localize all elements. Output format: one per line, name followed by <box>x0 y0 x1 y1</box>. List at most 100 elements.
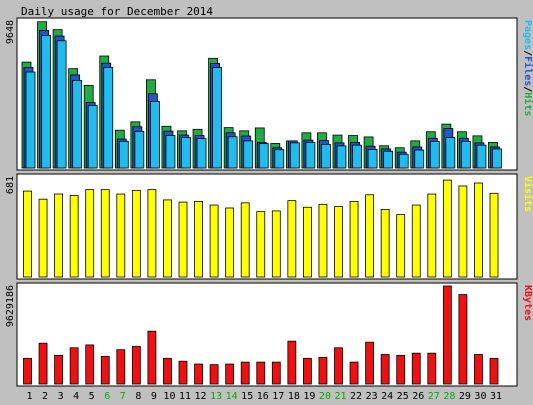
side-legend-part: KBytes <box>522 285 533 321</box>
side-legend-hits_files_pages: Pages/Files/Hits <box>522 20 533 116</box>
side-legend-part: Hits <box>522 92 533 116</box>
bar-kbytes-day-3 <box>54 355 63 385</box>
bar-pages-day-29 <box>460 140 471 169</box>
bar-visits-day-23 <box>365 194 375 278</box>
bar-pages-day-8 <box>134 131 145 169</box>
bar-visits-day-15 <box>240 202 250 278</box>
x-tick-label-day-27: 27 <box>428 391 440 402</box>
bar-kbytes-day-29 <box>458 294 468 385</box>
bar-kbytes-day-4 <box>69 347 79 385</box>
bar-kbytes-day-17 <box>271 361 281 385</box>
bar-pages-day-7 <box>118 140 129 169</box>
bar-pages-day-1 <box>25 71 36 169</box>
x-tick-label-day-14: 14 <box>226 391 238 402</box>
bar-kbytes-day-8 <box>131 345 141 385</box>
bar-visits-day-26 <box>411 204 421 278</box>
bar-kbytes-day-28 <box>442 285 452 385</box>
x-tick-label-day-19: 19 <box>303 391 315 402</box>
bar-pages-day-31 <box>492 148 502 169</box>
bar-pages-day-15 <box>243 140 254 169</box>
x-tick-label-day-22: 22 <box>350 391 362 402</box>
bar-pages-day-10 <box>165 135 176 169</box>
x-tick-label-day-25: 25 <box>397 391 409 402</box>
bar-visits-day-7 <box>116 193 126 278</box>
bar-visits-day-27 <box>427 193 437 278</box>
x-tick-label-day-10: 10 <box>163 391 175 402</box>
bar-pages-day-30 <box>476 144 487 169</box>
x-tick-label-day-23: 23 <box>366 391 378 402</box>
x-tick-label-day-30: 30 <box>474 391 486 402</box>
bar-kbytes-day-22 <box>349 361 359 385</box>
bar-visits-day-6 <box>100 189 110 278</box>
x-tick-label-day-4: 4 <box>73 391 79 402</box>
bar-kbytes-day-21 <box>334 347 343 385</box>
x-tick-label-day-31: 31 <box>490 391 502 402</box>
bar-pages-day-22 <box>352 144 362 169</box>
bar-visits-day-30 <box>474 182 483 278</box>
bar-pages-day-9 <box>149 101 160 169</box>
x-tick-label-day-28: 28 <box>443 391 455 402</box>
x-tick-label-day-7: 7 <box>120 391 126 402</box>
x-tick-label-day-16: 16 <box>257 391 269 402</box>
x-tick-label-day-3: 3 <box>58 391 64 402</box>
x-tick-label-day-1: 1 <box>26 391 32 402</box>
bar-visits-day-1 <box>23 190 32 278</box>
bar-visits-day-25 <box>396 214 406 278</box>
bar-kbytes-day-23 <box>365 341 375 385</box>
bar-visits-day-24 <box>380 209 390 278</box>
x-tick-label-day-17: 17 <box>272 391 284 402</box>
bar-visits-day-5 <box>85 189 95 278</box>
bar-visits-day-17 <box>271 210 281 278</box>
side-legend-part: Pages <box>522 20 533 50</box>
chart-title: Daily usage for December 2014 <box>21 5 213 18</box>
bar-pages-day-19 <box>305 142 316 169</box>
bar-kbytes-day-1 <box>23 357 32 385</box>
bar-pages-day-4 <box>72 79 83 169</box>
bar-pages-day-12 <box>196 138 207 169</box>
side-legend-part: Files <box>522 56 533 86</box>
x-tick-label-day-18: 18 <box>288 391 300 402</box>
bar-pages-day-14 <box>227 136 238 169</box>
bar-kbytes-day-31 <box>489 357 499 385</box>
bar-kbytes-day-11 <box>178 360 188 385</box>
x-tick-label-day-2: 2 <box>42 391 48 402</box>
bar-pages-day-6 <box>103 67 114 169</box>
x-tick-label-day-20: 20 <box>319 391 331 402</box>
bar-visits-day-19 <box>302 206 312 278</box>
bar-kbytes-day-20 <box>318 356 328 385</box>
bar-pages-day-21 <box>336 145 347 169</box>
bar-kbytes-day-12 <box>194 363 203 385</box>
bar-visits-day-16 <box>256 211 266 278</box>
bar-pages-day-16 <box>258 143 269 169</box>
bar-visits-day-12 <box>194 200 203 278</box>
x-tick-label-day-5: 5 <box>89 391 95 402</box>
bar-visits-day-18 <box>287 200 297 278</box>
bar-pages-day-18 <box>289 142 300 169</box>
x-tick-label-day-13: 13 <box>210 391 222 402</box>
bar-kbytes-day-2 <box>38 342 48 385</box>
bar-pages-day-24 <box>383 150 394 169</box>
bar-kbytes-day-26 <box>411 352 421 385</box>
ymax-label-visits: 681 <box>5 176 16 194</box>
side-legend-part: Visits <box>522 176 533 212</box>
bar-visits-day-13 <box>209 204 219 278</box>
side-legend-part: / <box>522 50 533 56</box>
bar-visits-day-20 <box>318 203 328 278</box>
side-legend-part: / <box>522 86 533 92</box>
bar-kbytes-day-10 <box>163 357 172 385</box>
bar-kbytes-day-27 <box>427 352 437 385</box>
bar-visits-day-2 <box>38 198 48 278</box>
bar-visits-day-21 <box>334 206 343 278</box>
bar-pages-day-3 <box>56 40 67 169</box>
x-axis-labels: 1 2 3 4 5 6 7 8 9 10 11 12 13 14 15 16 17 18 19 20 21 22 23 24 2… <box>26 391 502 402</box>
bar-visits-day-4 <box>69 195 79 278</box>
bar-visits-day-31 <box>489 192 499 278</box>
ymax-label-hits_files_pages: 9648 <box>5 20 16 44</box>
bar-pages-day-23 <box>367 149 378 169</box>
bar-visits-day-29 <box>458 185 468 278</box>
side-legend-visits: Visits <box>522 176 533 212</box>
bar-kbytes-day-14 <box>225 363 235 385</box>
bar-kbytes-day-24 <box>380 354 390 385</box>
